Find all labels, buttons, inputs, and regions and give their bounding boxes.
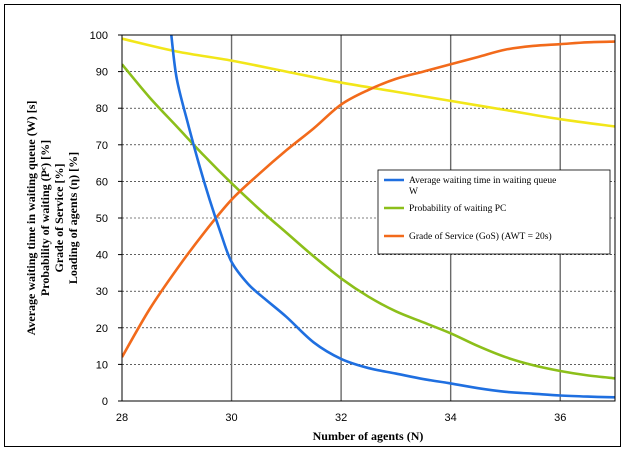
legend-box (377, 169, 611, 255)
series-line-1 (122, 63, 615, 380)
y-axis-title-line: Average waiting time in waiting queue (W… (24, 101, 38, 336)
x-tick-label: 36 (554, 412, 566, 424)
x-tick-label: 32 (335, 412, 347, 424)
legend-label: Grade of Service (GoS) (AWT = 20s) (409, 231, 552, 242)
series-line-2 (122, 40, 615, 358)
y-tick-labels: 0 10 20 30 40 50 60 70 80 90 100 (90, 30, 122, 408)
plot-area-border (121, 34, 616, 402)
y-tick-label: 40 (96, 250, 108, 262)
y-tick-label: 30 (96, 286, 108, 298)
x-axis-title: Number of agents (N) (313, 429, 424, 443)
y-tick-label: 80 (96, 103, 108, 115)
series-line-0 (170, 35, 615, 399)
y-axis-title-line: Grade of Service [%] (52, 164, 66, 273)
y-tick-label: 20 (96, 323, 108, 335)
y-axis-title-line: Loading of agents (η) [%] (66, 152, 80, 284)
legend-label: Probability of waiting PC (409, 203, 506, 214)
y-tick-label: 0 (102, 396, 108, 408)
x-tick-label: 28 (116, 412, 128, 424)
y-tick-label: 50 (96, 213, 108, 225)
y-axis-title: Average waiting time in waiting queue (W… (24, 101, 80, 336)
y-axis-title-line: Probability of waiting (Pᶜ) [%] (38, 140, 52, 296)
y-tick-label: 70 (96, 140, 108, 152)
x-tick-label: 34 (445, 412, 457, 424)
x-tick-labels: 28 30 32 34 36 (116, 412, 566, 424)
legend-label: Average waiting time in waiting queue (409, 176, 556, 186)
series-lines (122, 35, 615, 399)
x-tick-label: 30 (225, 412, 237, 424)
y-tick-label: 100 (90, 30, 108, 42)
series-line-3 (122, 37, 615, 128)
y-tick-label: 10 (96, 359, 108, 371)
y-tick-label: 60 (96, 176, 108, 188)
legend-label: W (409, 187, 418, 197)
y-tick-label: 90 (96, 67, 108, 79)
